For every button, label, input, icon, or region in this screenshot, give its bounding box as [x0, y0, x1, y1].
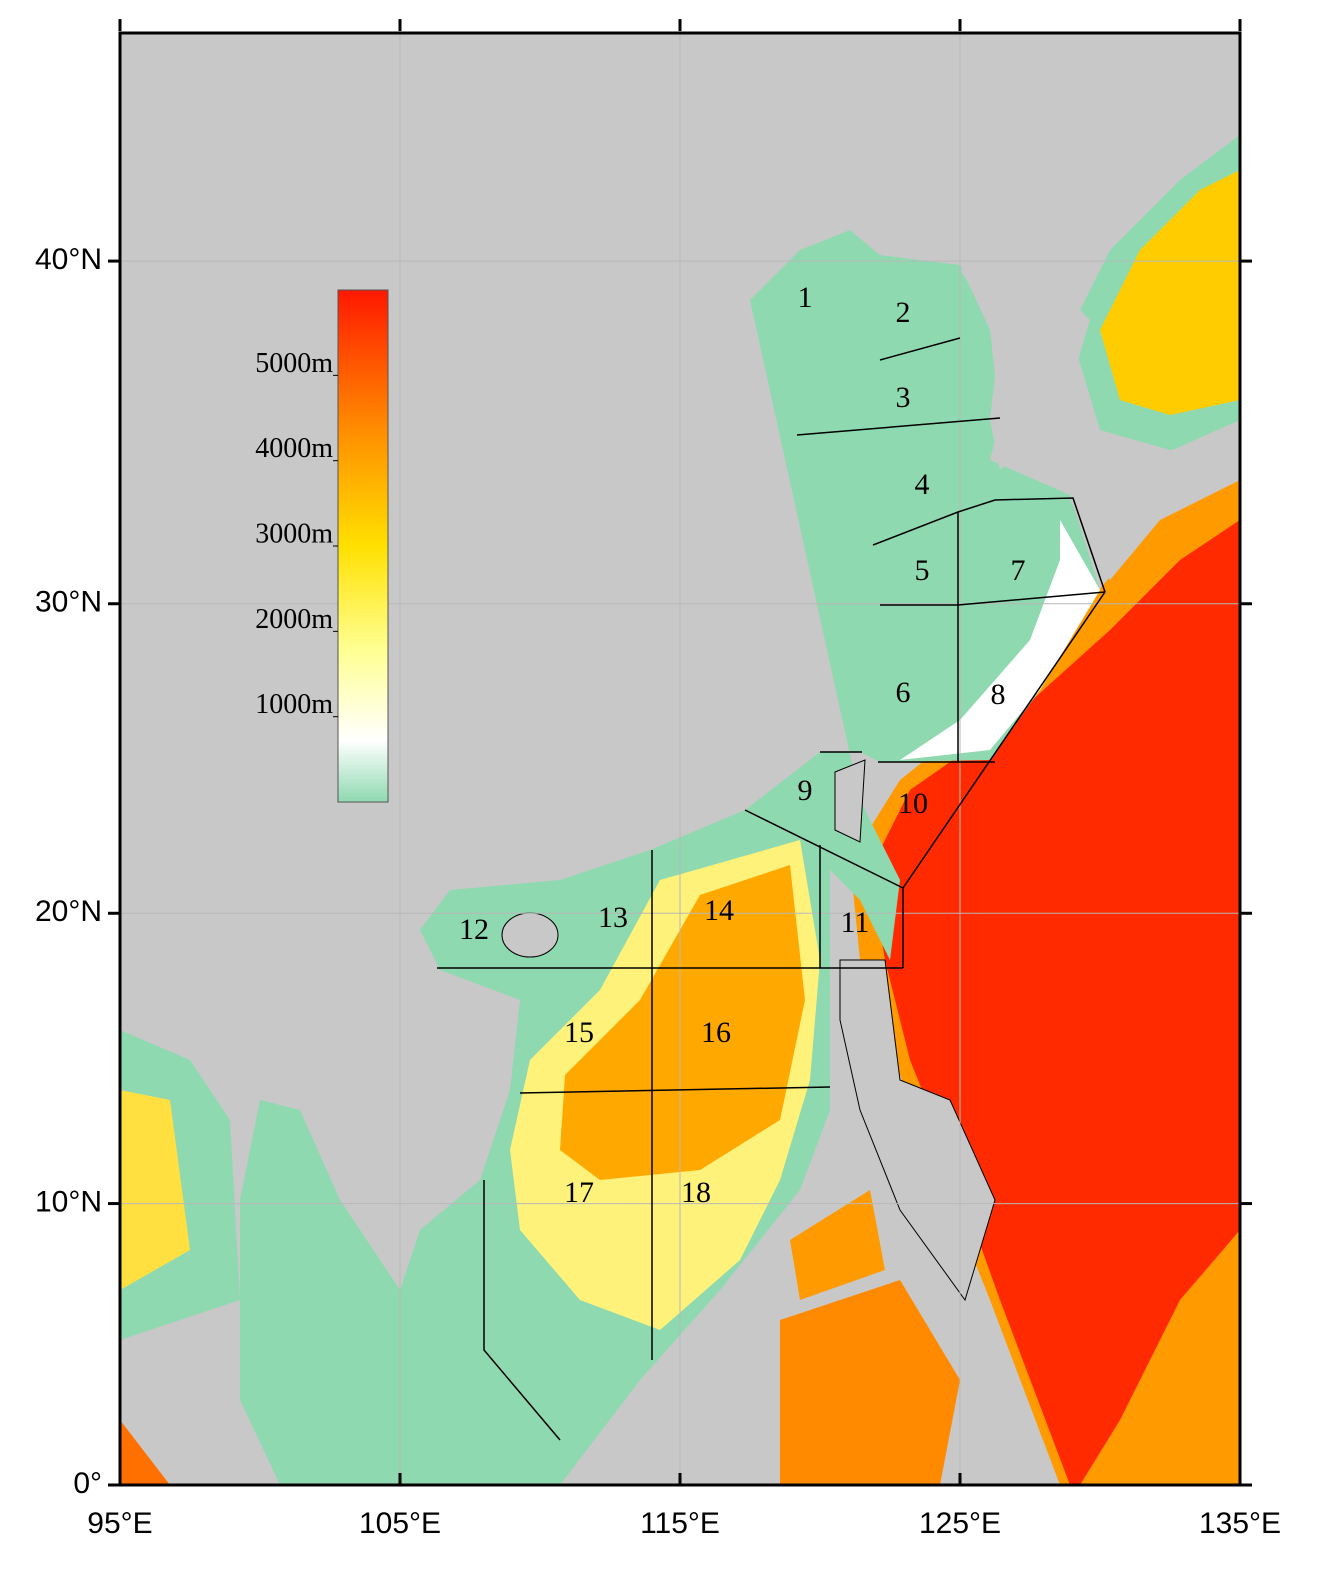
- y-tick-label: 10°N: [35, 1185, 102, 1218]
- region-label: 9: [798, 774, 813, 807]
- region-label: 7: [1011, 554, 1026, 587]
- map-body: [120, 33, 1240, 1485]
- region-label: 15: [564, 1016, 594, 1049]
- boundary: [796, 417, 1001, 436]
- region-label: 12: [459, 913, 489, 946]
- region-label: 17: [564, 1176, 594, 1209]
- boundary: [744, 809, 904, 968]
- indian-ocean: [120, 1420, 170, 1485]
- andaman-deep: [120, 1090, 190, 1290]
- region-label: 13: [598, 901, 628, 934]
- region-label: 2: [896, 296, 911, 329]
- colorbar-label: 2000m: [255, 604, 333, 635]
- x-tick-label: 105°E: [359, 1507, 441, 1540]
- region-label: 16: [701, 1016, 731, 1049]
- taiwan: [834, 759, 866, 843]
- boundary: [902, 591, 1106, 889]
- boundary: [519, 1086, 831, 1094]
- region-label: 5: [915, 554, 930, 587]
- colorbar-label: 4000m: [255, 433, 333, 464]
- shelf: [240, 230, 1100, 1485]
- colorbar-label: 5000m: [255, 348, 333, 379]
- region-label: 8: [991, 678, 1006, 711]
- x-tick-label: 135°E: [1199, 1507, 1281, 1540]
- region-label: 11: [841, 906, 870, 939]
- x-tick-label: 125°E: [919, 1507, 1001, 1540]
- region-label: 10: [898, 787, 928, 820]
- region-label: 3: [896, 381, 911, 414]
- sea-deep: [1100, 170, 1240, 415]
- colorbar-label: 1000m: [255, 689, 333, 720]
- y-tick-label: 20°N: [35, 895, 102, 928]
- y-tick-label: 40°N: [35, 243, 102, 276]
- region-label: 14: [704, 894, 734, 927]
- sulu-sea: [790, 1190, 885, 1300]
- trough: [900, 520, 1100, 760]
- region-boundaries: [437, 337, 1106, 1441]
- boundary: [872, 497, 1106, 593]
- boundary: [483, 1180, 561, 1441]
- region-label: 6: [896, 676, 911, 709]
- boundary: [880, 591, 1106, 606]
- colorbar: [337, 289, 389, 803]
- region-label: 4: [915, 468, 930, 501]
- y-tick-label: 30°N: [35, 586, 102, 619]
- philippines: [839, 959, 996, 1302]
- basin-deep: [560, 865, 805, 1180]
- colorbar-label: 3000m: [255, 518, 333, 549]
- x-tick-label: 95°E: [87, 1507, 152, 1540]
- grid: [120, 33, 1240, 1485]
- boundary: [879, 337, 961, 361]
- y-tick-label: 0°: [73, 1467, 102, 1500]
- celebes-sea: [780, 1280, 960, 1485]
- region-label: 18: [681, 1176, 711, 1209]
- hainan: [501, 912, 559, 958]
- x-tick-label: 115°E: [640, 1507, 720, 1540]
- japan: [1070, 420, 1240, 580]
- korea: [960, 270, 1090, 470]
- region-label: 1: [798, 281, 813, 314]
